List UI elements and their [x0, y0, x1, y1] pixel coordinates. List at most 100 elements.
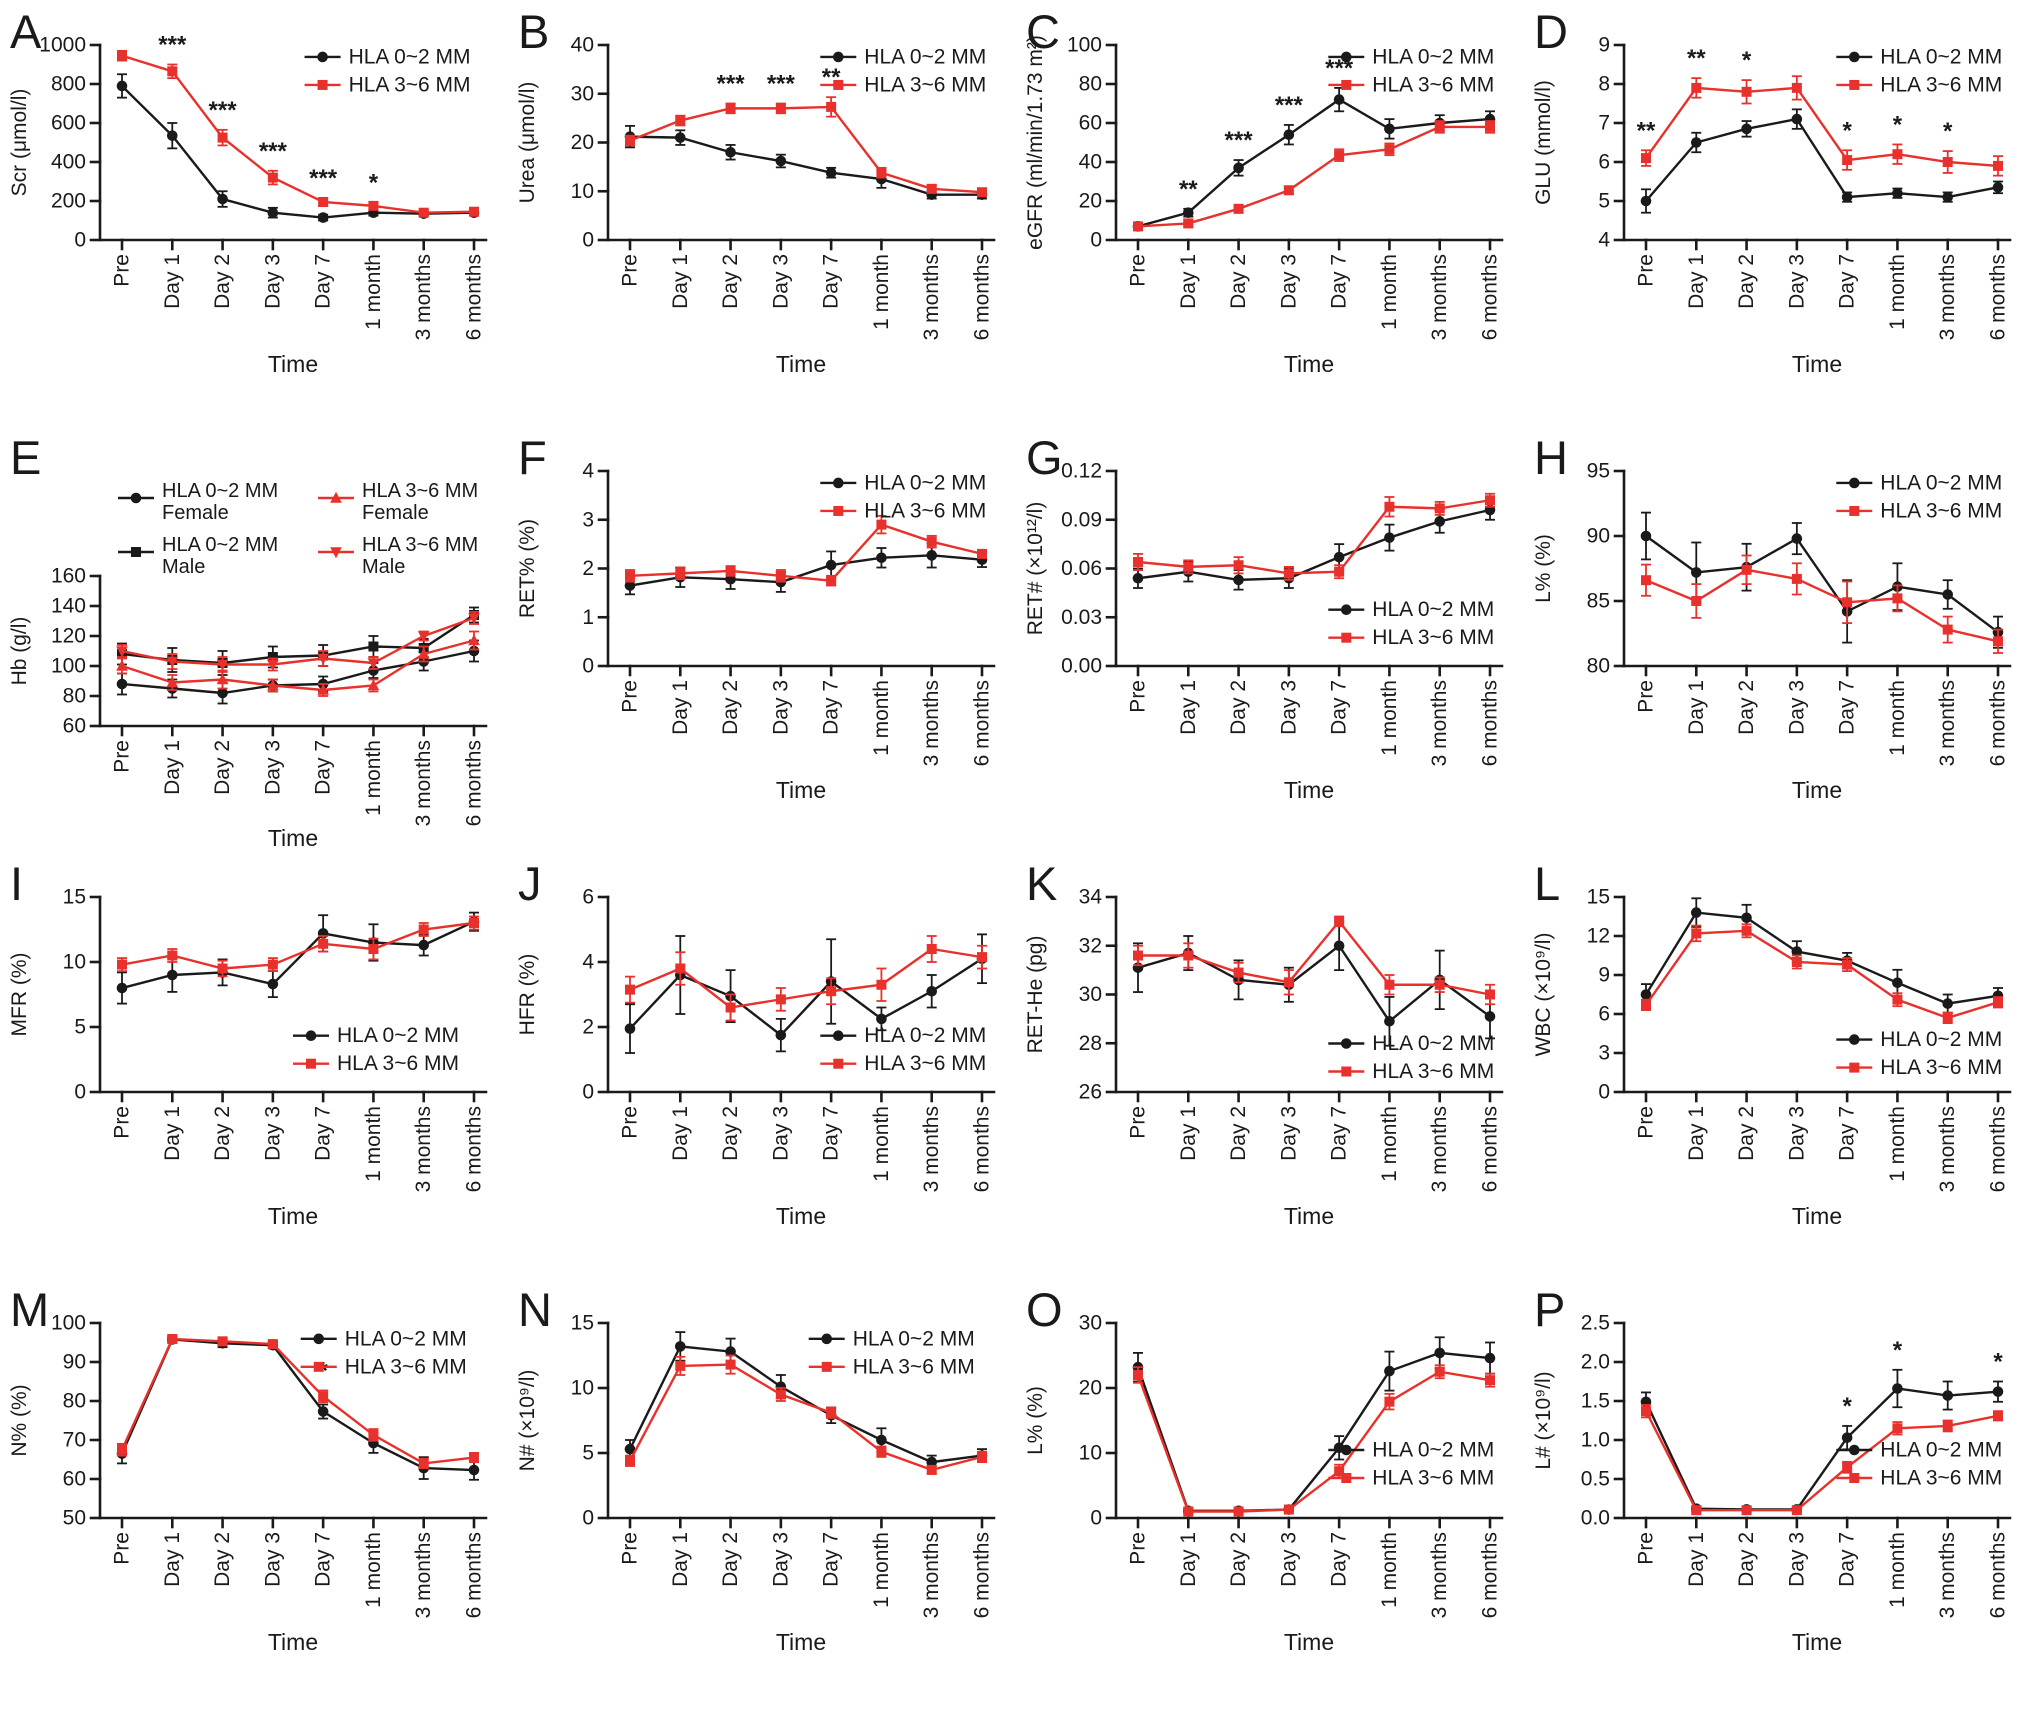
svg-text:Day 7: Day 7: [1328, 1532, 1351, 1587]
svg-text:60: 60: [63, 1468, 86, 1491]
svg-text:6 months: 6 months: [463, 1532, 486, 1618]
svg-text:1 month: 1 month: [362, 1532, 385, 1608]
svg-text:30: 30: [1079, 983, 1102, 1006]
svg-text:0.00: 0.00: [1061, 655, 1102, 678]
significance-marks: * * *: [1842, 1337, 2003, 1420]
legend: HLA 0~2 MM HLA 3~6 MM: [293, 1024, 459, 1075]
svg-text:HLA 3~6 MM: HLA 3~6 MM: [362, 480, 478, 502]
series-1: [1133, 1364, 1495, 1517]
chart-a: A 0 200 400 600 800 1000 Scr (μmol/l) Pre Day 1 Da…: [8, 5, 488, 377]
svg-text:3 months: 3 months: [1936, 1106, 1959, 1192]
panel-letter: K: [1026, 857, 1057, 910]
svg-text:0.0: 0.0: [1581, 1507, 1610, 1530]
svg-text:RET-He (pg): RET-He (pg): [1024, 936, 1047, 1054]
axes: [597, 895, 996, 1103]
svg-text:1 month: 1 month: [1378, 1106, 1401, 1182]
chart-h: H 80 85 90 95 L% (%) Pre Day 1 Day 2 Day 3 Day 7 1 …: [1532, 431, 2012, 803]
svg-text:1 month: 1 month: [870, 1106, 893, 1182]
series-0: [1640, 897, 2004, 1014]
svg-text:HLA 3~6 MM: HLA 3~6 MM: [864, 1052, 986, 1075]
x-axis-label: Time: [1284, 351, 1334, 377]
series-1: [1133, 915, 1495, 1006]
panel-letter: D: [1534, 5, 1568, 58]
svg-text:H: H: [1534, 431, 1568, 484]
svg-text:Day 3: Day 3: [1785, 1532, 1808, 1587]
svg-text:HLA 0~2 MM: HLA 0~2 MM: [337, 1024, 459, 1047]
y-tick-labels: 0.00 0.03 0.06 0.09 0.12: [1061, 460, 1102, 678]
svg-text:Time: Time: [268, 351, 318, 377]
svg-text:6 months: 6 months: [1987, 1106, 2010, 1192]
svg-text:1 month: 1 month: [362, 740, 385, 816]
legend: HLA 0~2 MM HLA 3~6 MM: [1836, 1439, 2002, 1490]
svg-text:600: 600: [51, 112, 86, 135]
svg-text:20: 20: [1079, 190, 1102, 213]
svg-text:12: 12: [1587, 925, 1610, 948]
svg-text:Day 7: Day 7: [312, 1532, 335, 1587]
svg-text:0.09: 0.09: [1061, 508, 1102, 531]
svg-text:***: ***: [767, 71, 796, 98]
svg-text:1 month: 1 month: [870, 680, 893, 756]
legend: HLA 0~2 MM HLA 3~6 MM: [820, 471, 986, 522]
svg-text:*: *: [1943, 118, 1953, 145]
y-tick-labels: 0 200 400 600 800 1000: [39, 34, 86, 252]
axes: [1613, 895, 2012, 1103]
svg-text:N: N: [518, 1283, 552, 1336]
svg-text:HLA 0~2 MM: HLA 0~2 MM: [349, 45, 471, 68]
svg-text:9: 9: [1598, 964, 1610, 987]
svg-text:***: ***: [1275, 92, 1304, 119]
chart-e: E 60 80 100 120 140 160 Hb (g/l) Pre Day 1 Day 2 Da…: [8, 431, 488, 851]
svg-text:Day 7: Day 7: [312, 254, 335, 309]
svg-text:HLA 3~6 MM: HLA 3~6 MM: [1372, 1060, 1494, 1083]
svg-text:C: C: [1026, 5, 1060, 58]
svg-text:4: 4: [582, 460, 594, 483]
svg-text:0: 0: [1090, 1507, 1102, 1530]
svg-text:Pre: Pre: [1635, 254, 1658, 287]
svg-text:Day 7: Day 7: [1836, 254, 1859, 309]
svg-text:Pre: Pre: [111, 254, 134, 287]
svg-text:Time: Time: [268, 825, 318, 851]
svg-text:Male: Male: [362, 556, 405, 578]
svg-text:80: 80: [1587, 655, 1610, 678]
svg-text:***: ***: [209, 97, 238, 124]
svg-text:0: 0: [74, 229, 86, 252]
chart-g: G 0.00 0.03 0.06 0.09 0.12 RET# (×10¹²/l) Pre Da…: [1024, 431, 1504, 803]
svg-text:26: 26: [1079, 1081, 1102, 1104]
series-1: [625, 1354, 987, 1475]
svg-text:D: D: [1534, 5, 1568, 58]
svg-text:0: 0: [74, 1081, 86, 1104]
svg-text:60: 60: [63, 715, 86, 738]
panel-letter: M: [10, 1283, 49, 1336]
svg-text:HLA 0~2 MM: HLA 0~2 MM: [162, 480, 278, 502]
x-tick-labels: Pre Day 1 Day 2 Day 3 Day 7 1 month 3 months 6 …: [619, 254, 994, 340]
svg-text:Time: Time: [1792, 1203, 1842, 1229]
series-1: [1641, 1404, 2003, 1516]
svg-text:HLA 3~6 MM: HLA 3~6 MM: [1880, 1467, 2002, 1490]
svg-text:Day 7: Day 7: [820, 1106, 843, 1161]
y-axis-label: GLU (mmol/l): [1532, 80, 1555, 205]
svg-text:E: E: [10, 431, 41, 484]
x-axis-label: Time: [268, 351, 318, 377]
x-axis-label: Time: [1284, 1203, 1334, 1229]
svg-text:2: 2: [582, 1016, 594, 1039]
panel-k: K 26 28 30 32 34 RET-He (pg) Pre Day 1 Day 2 Day 3…: [1016, 852, 1524, 1278]
y-tick-labels: 0.0 0.5 1.0 1.5 2.0 2.5: [1581, 1312, 1610, 1530]
svg-text:7: 7: [1598, 112, 1610, 135]
svg-text:Day 2: Day 2: [211, 740, 234, 795]
svg-text:Day 1: Day 1: [161, 1532, 184, 1587]
svg-text:3 months: 3 months: [1428, 254, 1451, 340]
svg-text:F: F: [518, 431, 547, 484]
legend: HLA 0~2 MM HLA 3~6 MM: [1328, 1439, 1494, 1490]
svg-text:HLA 3~6 MM: HLA 3~6 MM: [337, 1052, 459, 1075]
svg-text:Day 7: Day 7: [312, 1106, 335, 1161]
svg-text:Day 7: Day 7: [1836, 1532, 1859, 1587]
svg-text:Day 2: Day 2: [211, 1106, 234, 1161]
series-0: [624, 1331, 988, 1470]
x-axis-label: Time: [1284, 1629, 1334, 1655]
svg-text:Day 2: Day 2: [1735, 1532, 1758, 1587]
panel-letter: C: [1026, 5, 1060, 58]
svg-text:Day 3: Day 3: [1277, 1106, 1300, 1161]
svg-text:WBC (×10⁹/l): WBC (×10⁹/l): [1532, 933, 1555, 1057]
x-tick-labels: Pre Day 1 Day 2 Day 3 Day 7 1 month 3 months 6 …: [619, 680, 994, 766]
series-1: [1641, 554, 2003, 654]
x-axis-label: Time: [268, 1203, 318, 1229]
